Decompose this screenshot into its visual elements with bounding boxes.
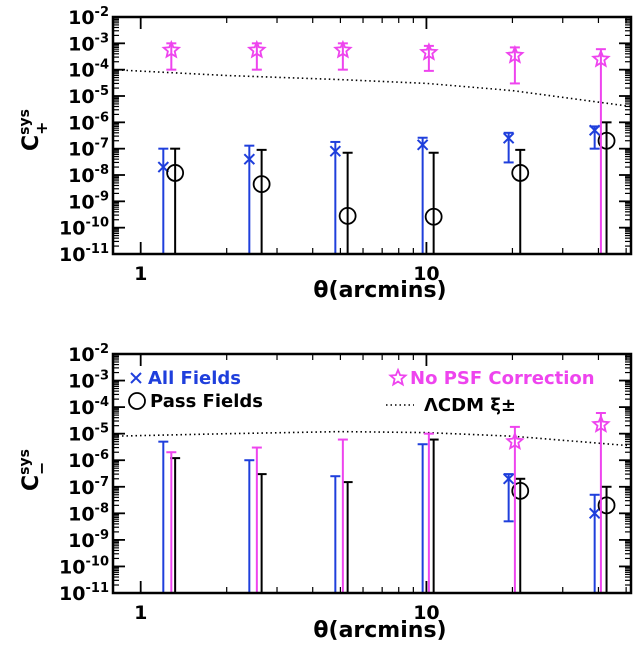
data-point <box>246 39 267 59</box>
data-point <box>505 431 525 450</box>
series-nopsf <box>166 412 611 593</box>
series-pass <box>166 121 616 254</box>
series-all <box>158 440 601 593</box>
data-point <box>511 164 530 182</box>
legend-pass-label: Pass Fields <box>150 391 263 412</box>
data-point <box>243 153 256 165</box>
x-tick-label: 1 <box>134 602 147 624</box>
y-tick-label: 10-4 <box>68 58 109 82</box>
data-point <box>161 39 182 59</box>
legend-all-label: All Fields <box>148 368 241 389</box>
legend-nopsf-label: No PSF Correction <box>410 368 595 389</box>
legend-pass-marker <box>128 392 146 410</box>
legend-lcdm-label: ΛCDM ξ± <box>424 395 516 416</box>
x-tick-label: 10 <box>413 602 439 624</box>
y-tick-label: 10-3 <box>68 31 109 55</box>
y-tick-label: 10-5 <box>68 422 109 446</box>
data-point <box>591 414 611 433</box>
y-tick-label: 10-6 <box>68 448 109 472</box>
y-tick-label: 10-9 <box>68 528 109 552</box>
y-axis-title: Csys− <box>17 449 51 491</box>
y-tick-label: 10-9 <box>68 189 109 213</box>
data-point <box>597 131 616 150</box>
data-point <box>424 207 443 226</box>
x-tick-label: 1 <box>134 263 147 285</box>
plot-frame <box>111 15 633 256</box>
data-point <box>505 44 525 64</box>
data-point <box>338 206 357 225</box>
data-point <box>166 164 185 182</box>
lcdm-theory-line <box>112 430 632 447</box>
y-tick-label: 10-8 <box>68 163 109 187</box>
y-tick-label: 10-2 <box>68 5 109 29</box>
x-tick-label: 10 <box>413 263 439 285</box>
series-pass <box>170 438 616 593</box>
chart-panel-bottom: 10-2 10-310-4 10-510-6 10-710-8 10-910-10 10-… <box>17 342 633 643</box>
data-point <box>597 496 616 515</box>
data-point <box>502 473 515 485</box>
y-axis-title: Csys+ <box>17 109 51 151</box>
x-axis-title: θ(arcmins) <box>313 278 446 303</box>
y-tick-label: 10-2 <box>68 342 109 366</box>
series-nopsf <box>161 39 611 254</box>
y-tick-label: 10-7 <box>68 137 109 161</box>
y-tick-label: 10-3 <box>68 369 109 393</box>
y-tick-label: 10-10 <box>59 554 109 578</box>
lcdm-theory-line <box>112 68 632 108</box>
data-point <box>588 124 601 136</box>
plot-frame <box>111 352 633 595</box>
x-axis-title: θ(arcmins) <box>313 618 446 643</box>
data-point <box>588 507 601 520</box>
legend-all-marker <box>130 372 142 384</box>
chart-panel-top: 10-210-3 10-410-510-6 10-710-810-9 10-1010-… <box>17 5 633 303</box>
y-tick-label: 10-5 <box>68 84 109 108</box>
data-point <box>252 175 271 194</box>
data-point <box>591 48 611 68</box>
y-tick-label: 10-11 <box>59 242 109 266</box>
y-tick-label: 10-7 <box>68 475 109 499</box>
legend-nopsf-marker <box>388 367 408 387</box>
data-point <box>502 132 515 144</box>
y-tick-label: 10-11 <box>59 581 109 605</box>
data-point <box>416 139 429 151</box>
y-tick-label: 10-4 <box>68 395 109 419</box>
y-tick-label: 10-8 <box>68 501 109 525</box>
series-all <box>157 124 601 254</box>
y-tick-label: 10-6 <box>68 110 109 134</box>
data-point <box>329 145 342 157</box>
y-tick-label: 10-10 <box>59 216 109 240</box>
data-point <box>419 42 439 61</box>
data-point <box>333 39 353 59</box>
data-point <box>511 481 530 500</box>
